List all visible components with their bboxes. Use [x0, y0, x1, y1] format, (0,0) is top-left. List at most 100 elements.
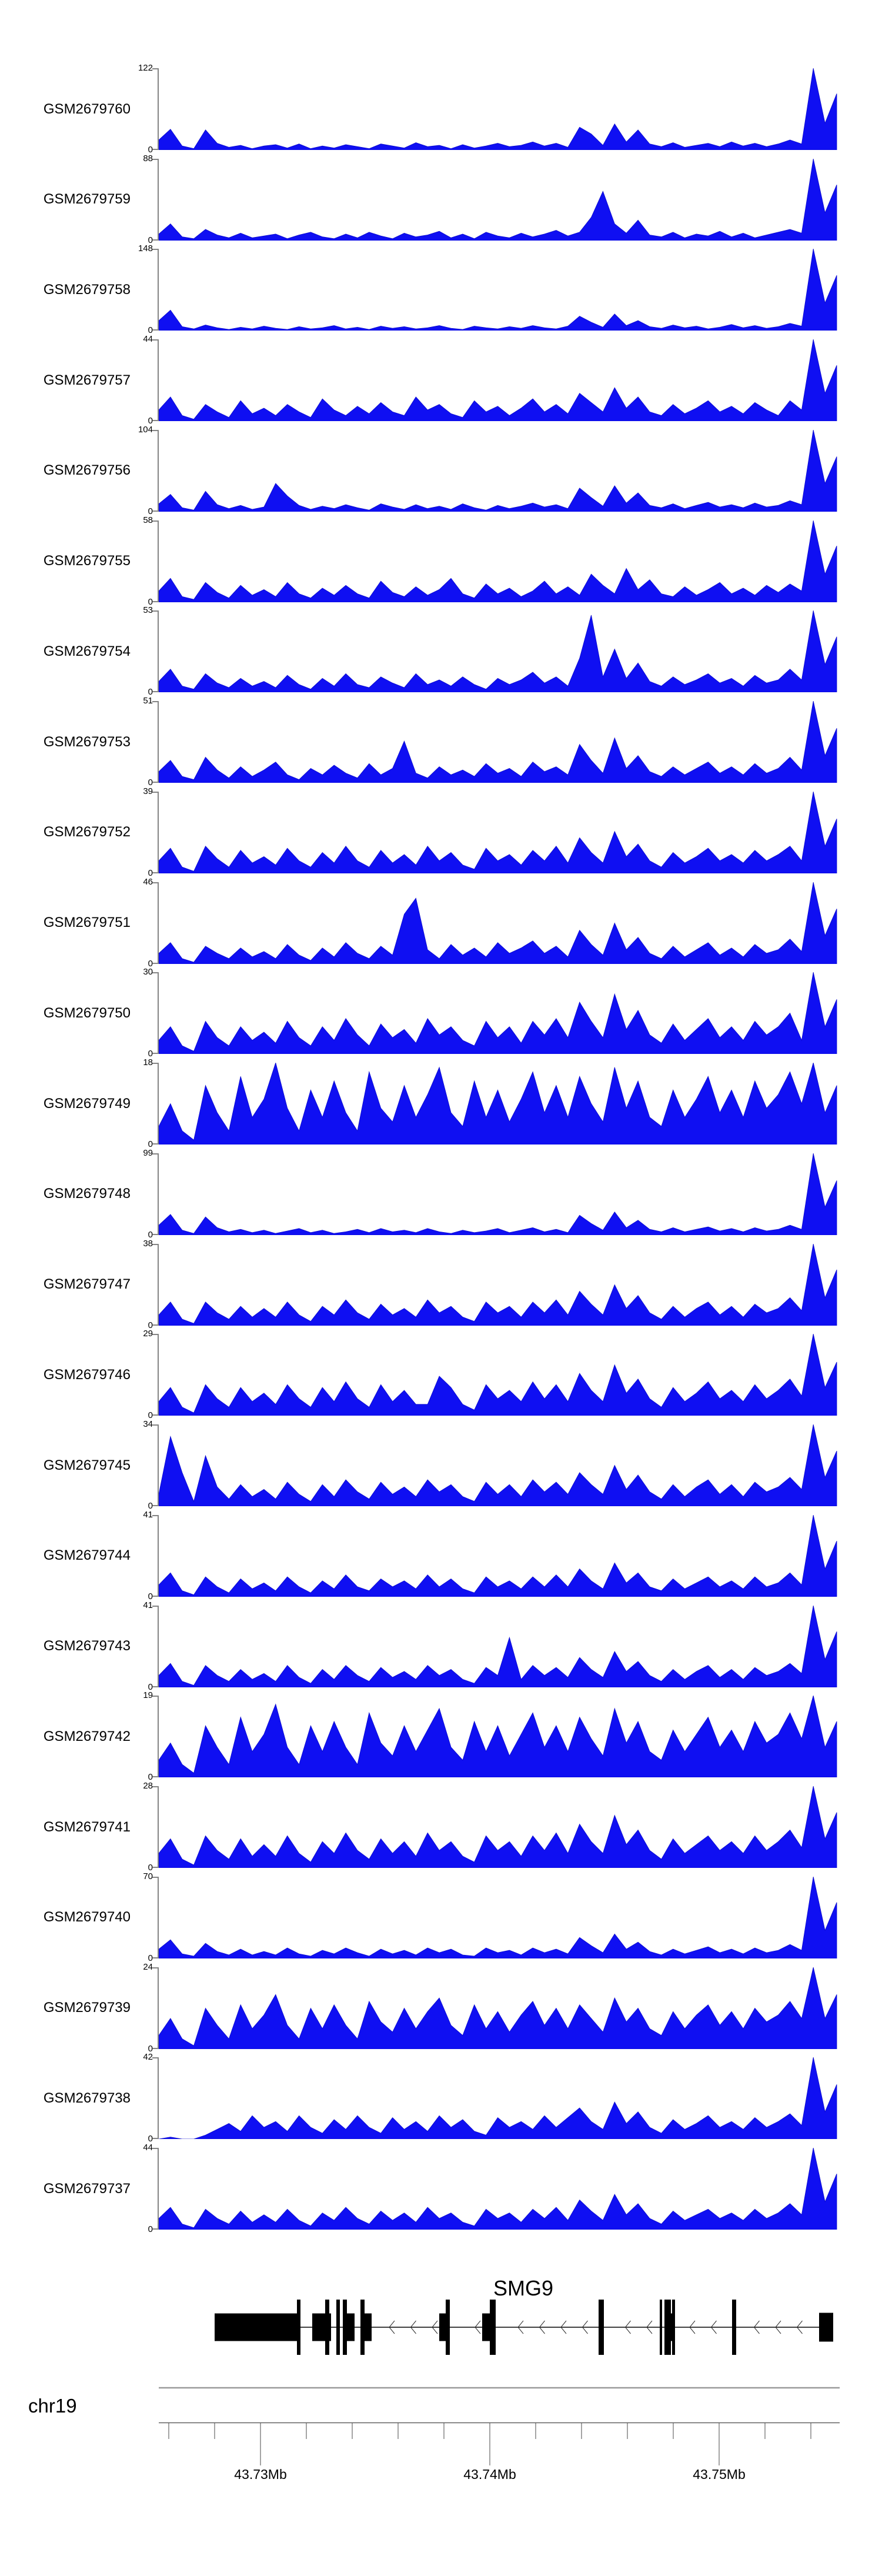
- track-yaxis-line: [158, 1786, 159, 1868]
- track-label: GSM2679749: [43, 1095, 131, 1112]
- track-label: GSM2679747: [43, 1276, 131, 1293]
- track-label: GSM2679743: [43, 1638, 131, 1654]
- track-yaxis-tick: [152, 691, 158, 693]
- coverage-area: [159, 68, 837, 150]
- gene-exon: [732, 2300, 736, 2355]
- track-yaxis-tick: [152, 1053, 158, 1055]
- track-signal: [159, 1605, 837, 1687]
- coverage-area: [159, 1424, 837, 1507]
- track-ymin-label: 0: [148, 235, 153, 245]
- coverage-area: [159, 1334, 837, 1416]
- gene-name-label: SMG9: [493, 2276, 553, 2300]
- track-yaxis-tick: [152, 1414, 158, 1416]
- track-label: GSM2679760: [43, 101, 131, 117]
- strand-arrow-left-icon: [475, 2320, 481, 2334]
- track-signal: [159, 701, 837, 783]
- coverage-area: [159, 1786, 837, 1868]
- track-yaxis-tick: [152, 1153, 158, 1154]
- track-ymax-label: 44: [143, 334, 153, 345]
- track-ymin-label: 0: [148, 1772, 153, 1783]
- coverage-area: [159, 2057, 837, 2140]
- track-yaxis-tick: [152, 1776, 158, 1778]
- track-signal: [159, 1514, 837, 1597]
- track-ymin-label: 0: [148, 1410, 153, 1421]
- track-signal: [159, 2057, 837, 2140]
- chromosome-label: chr19: [28, 2395, 77, 2417]
- track-yaxis-tick: [152, 962, 158, 964]
- track-label: GSM2679750: [43, 1005, 131, 1021]
- coverage-area: [159, 1605, 837, 1687]
- track-label: GSM2679752: [43, 824, 131, 840]
- gene-exon: [346, 2313, 355, 2341]
- track-yaxis-tick: [152, 1514, 158, 1516]
- track-ymax-label: 58: [143, 515, 153, 525]
- track-yaxis-tick: [152, 1063, 158, 1065]
- genome-ruler-group: 43.73Mb 43.74Mb 43.75Mb: [159, 2387, 840, 2482]
- coverage-area: [159, 1876, 837, 1958]
- track-label: GSM2679756: [43, 462, 131, 479]
- track-yaxis-line: [158, 882, 159, 964]
- track-ymax-label: 41: [143, 1600, 153, 1610]
- track-label: GSM2679739: [43, 2000, 131, 2016]
- track-signal: [159, 68, 837, 150]
- track-ymin-label: 0: [148, 687, 153, 698]
- track-yaxis-tick: [152, 1605, 158, 1607]
- track-yaxis-line: [158, 1063, 159, 1145]
- strand-arrow-left-icon: [646, 2320, 653, 2334]
- track-label: GSM2679757: [43, 372, 131, 388]
- track-yaxis-line: [158, 610, 159, 693]
- ruler-tick-label: 43.73Mb: [234, 2467, 287, 2482]
- track-label: GSM2679748: [43, 1186, 131, 1202]
- track-ymin-label: 0: [148, 1591, 153, 1601]
- gene-exon: [490, 2300, 496, 2355]
- coverage-area: [159, 2148, 837, 2230]
- track-ymin-label: 0: [148, 1320, 153, 1330]
- track-yaxis-line: [158, 1696, 159, 1778]
- strand-arrow-left-icon: [775, 2320, 781, 2334]
- track-ymax-label: 34: [143, 1419, 153, 1430]
- coverage-area: [159, 339, 837, 422]
- coverage-area: [159, 249, 837, 331]
- track-yaxis-line: [158, 1424, 159, 1507]
- track-yaxis-tick: [152, 701, 158, 703]
- track-yaxis-tick: [152, 1233, 158, 1235]
- track-yaxis-line: [158, 429, 159, 512]
- gene-model-svg: SMG9: [215, 2276, 833, 2355]
- coverage-area: [159, 1696, 837, 1778]
- track-ymax-label: 70: [143, 1871, 153, 1881]
- track-ymax-label: 41: [143, 1509, 153, 1520]
- strand-arrow-left-icon: [410, 2320, 416, 2334]
- track-ymin-label: 0: [148, 1681, 153, 1692]
- strand-arrow-left-icon: [517, 2320, 524, 2334]
- ruler-tick-label: 43.75Mb: [693, 2467, 746, 2482]
- track-yaxis-tick: [152, 1143, 158, 1145]
- track-yaxis-tick: [152, 510, 158, 512]
- ruler-tick-label: 43.74Mb: [463, 2467, 516, 2482]
- track-ymin-label: 0: [148, 1863, 153, 1873]
- track-ymin-label: 0: [148, 1501, 153, 1511]
- track-label: GSM2679744: [43, 1547, 131, 1564]
- track-label: GSM2679751: [43, 915, 131, 931]
- strand-arrow-left-icon: [560, 2320, 567, 2334]
- track-ymax-label: 18: [143, 1057, 153, 1068]
- track-signal: [159, 1424, 837, 1507]
- coverage-area: [159, 972, 837, 1055]
- track-yaxis-tick: [152, 429, 158, 431]
- track-yaxis-tick: [152, 1876, 158, 1878]
- track-signal: [159, 2148, 837, 2230]
- track-ymax-label: 88: [143, 153, 153, 163]
- track-yaxis-line: [158, 1243, 159, 1326]
- track-label: GSM2679745: [43, 1457, 131, 1473]
- track-ymin-label: 0: [148, 416, 153, 426]
- strand-arrow-left-icon: [689, 2320, 696, 2334]
- track-yaxis-line: [158, 791, 159, 873]
- track-yaxis-tick: [152, 1696, 158, 1697]
- track-ymin-label: 0: [148, 506, 153, 516]
- track-signal: [159, 882, 837, 964]
- track-yaxis-line: [158, 339, 159, 422]
- track-yaxis-line: [158, 1876, 159, 1958]
- track-ymax-label: 46: [143, 876, 153, 887]
- track-ymax-label: 122: [138, 63, 153, 73]
- track-label: GSM2679755: [43, 553, 131, 569]
- track-yaxis-tick: [152, 972, 158, 974]
